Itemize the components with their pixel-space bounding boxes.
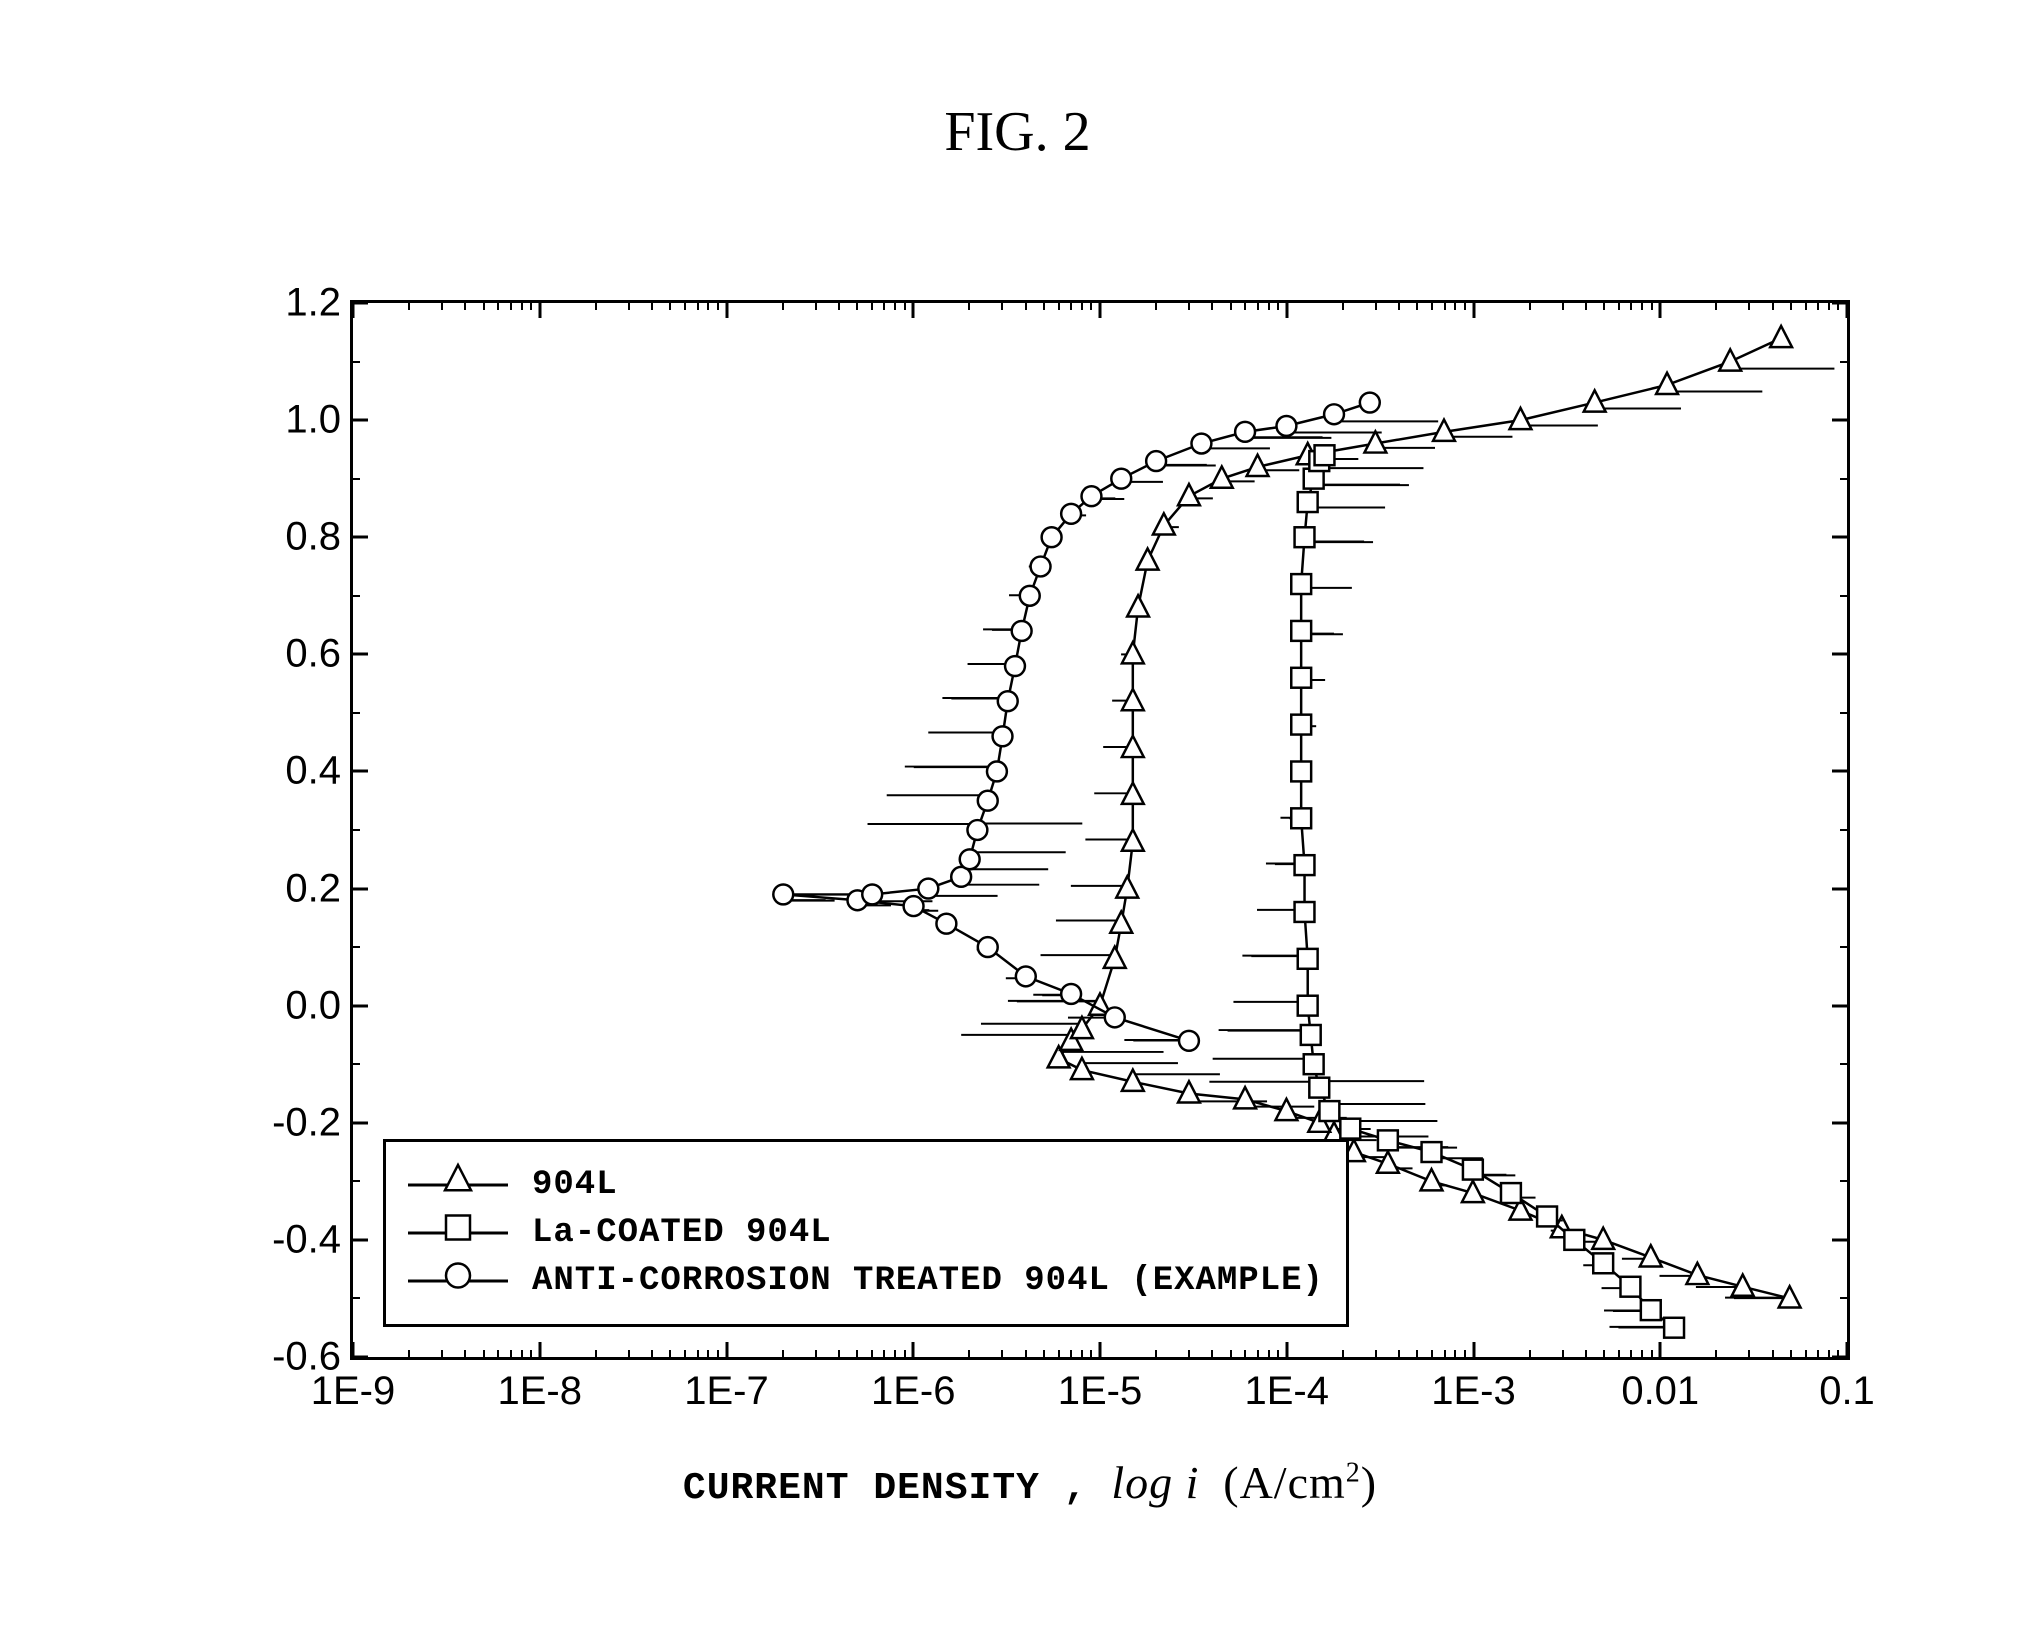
legend-item: La-COATED 904L [408, 1214, 1324, 1252]
legend-item: 904L [408, 1166, 1324, 1204]
x-tick-label: 1E-3 [1431, 1357, 1516, 1414]
triangle-marker-icon [408, 1169, 508, 1201]
y-tick-label: 0.2 [285, 866, 353, 911]
y-tick-label: 0.6 [285, 632, 353, 677]
x-label-symbol: log i [1111, 1457, 1199, 1508]
x-axis-label: CURRENT DENSITY , log i (A/cm2) [683, 1456, 1377, 1510]
x-tick-label: 1E-6 [871, 1357, 956, 1414]
legend-label: ANTI-CORROSION TREATED 904L (EXAMPLE) [532, 1262, 1324, 1300]
x-label-comma: , [1064, 1467, 1112, 1510]
legend-label: La-COATED 904L [532, 1214, 832, 1252]
y-tick-label: 0.4 [285, 749, 353, 794]
y-tick-label: -0.4 [272, 1217, 353, 1262]
y-tick-label: 1.0 [285, 398, 353, 443]
y-tick-label: 1.2 [285, 281, 353, 326]
y-tick-label: 0.8 [285, 515, 353, 560]
legend-item: ANTI-CORROSION TREATED 904L (EXAMPLE) [408, 1262, 1324, 1300]
x-tick-label: 0.01 [1621, 1357, 1699, 1414]
square-marker-icon [408, 1217, 508, 1249]
chart-container: POTENTIAL (V vs. SCE) CURRENT DENSITY , … [170, 260, 1890, 1540]
figure-title: FIG. 2 [944, 100, 1090, 164]
x-label-prefix: CURRENT DENSITY [683, 1467, 1040, 1510]
y-tick-label: -0.2 [272, 1100, 353, 1145]
x-tick-label: 1E-9 [311, 1357, 396, 1414]
x-tick-label: 1E-5 [1058, 1357, 1143, 1414]
x-label-unit: (A/cm2) [1223, 1457, 1377, 1508]
x-tick-label: 1E-7 [684, 1357, 769, 1414]
x-tick-label: 1E-8 [498, 1357, 583, 1414]
circle-marker-icon [408, 1265, 508, 1297]
legend-label: 904L [532, 1166, 618, 1204]
plot-area: 904L La-COATED 904L ANTI-CORROSION TREATED… [350, 300, 1850, 1360]
y-tick-label: 0.0 [285, 983, 353, 1028]
x-tick-label: 0.1 [1819, 1357, 1875, 1414]
legend: 904L La-COATED 904L ANTI-CORROSION TREATED… [383, 1139, 1349, 1327]
x-tick-label: 1E-4 [1245, 1357, 1330, 1414]
